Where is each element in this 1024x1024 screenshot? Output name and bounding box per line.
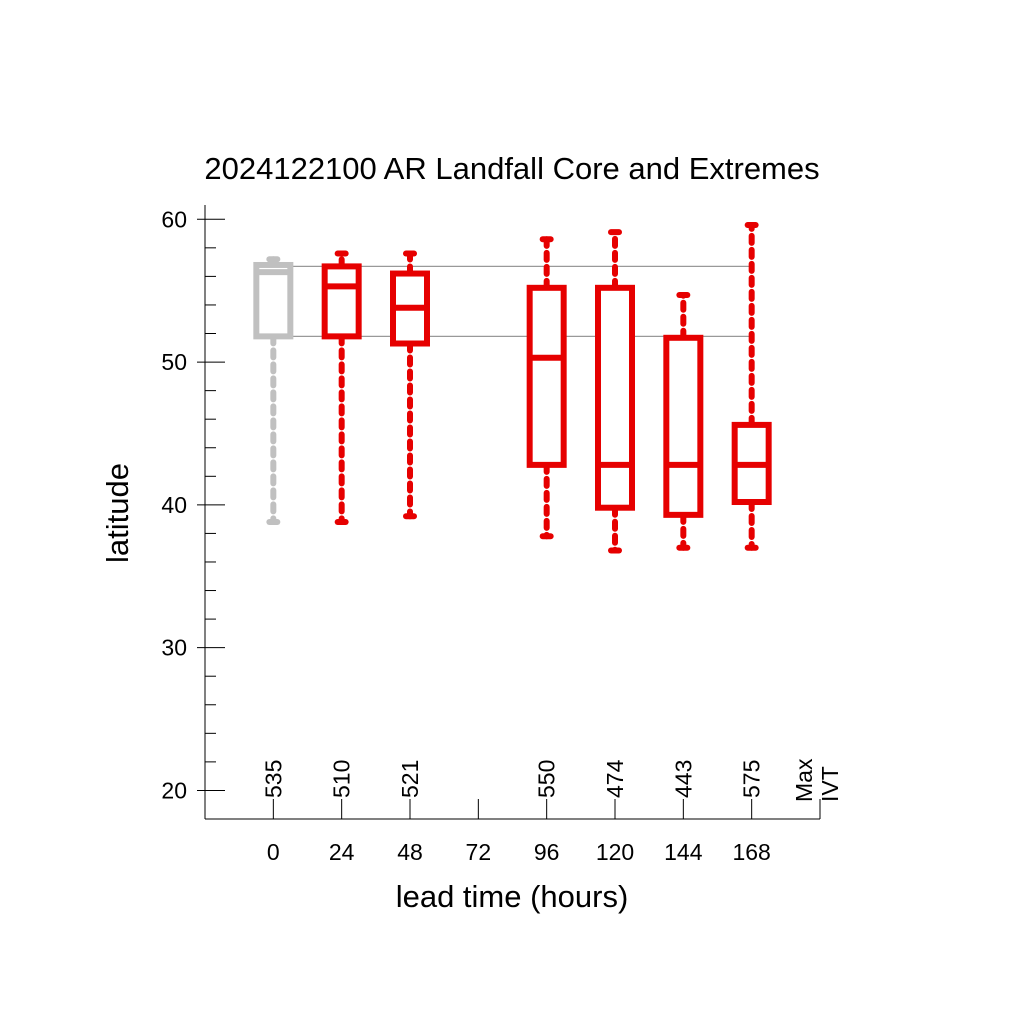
box-count-label: 510 bbox=[329, 760, 355, 798]
box-48: 521 bbox=[390, 250, 430, 798]
box-iqr bbox=[595, 284, 635, 511]
box-count-label: 474 bbox=[602, 759, 628, 798]
box-iqr bbox=[321, 263, 362, 340]
y-tick-label: 30 bbox=[161, 635, 187, 661]
x-tick-label: 96 bbox=[534, 839, 560, 865]
y-tick-label: 40 bbox=[161, 492, 187, 518]
x-tick-label: 0 bbox=[267, 839, 280, 865]
box-120: 474 bbox=[595, 229, 635, 798]
box-144: 443 bbox=[663, 291, 704, 798]
box-24: 510 bbox=[321, 250, 362, 798]
box-count-label: 521 bbox=[397, 760, 423, 798]
box-iqr bbox=[663, 334, 704, 518]
box-96: 550 bbox=[526, 236, 567, 798]
right-label-line-2: IVT bbox=[817, 766, 843, 802]
right-label-line-1: Max bbox=[791, 758, 817, 802]
box-count-label: 535 bbox=[260, 760, 286, 798]
x-tick-label: 72 bbox=[466, 839, 492, 865]
chart-title: 2024122100 AR Landfall Core and Extremes bbox=[204, 151, 819, 186]
x-tick-label: 24 bbox=[329, 839, 355, 865]
x-tick-label: 120 bbox=[596, 839, 634, 865]
x-tick-label: 48 bbox=[397, 839, 423, 865]
box-iqr bbox=[253, 261, 294, 340]
y-tick-label: 50 bbox=[161, 349, 187, 375]
plot-area: 20 30 40 50 60 0 24 48 72 96 120 144 168 535 510 521 550… bbox=[161, 205, 843, 865]
x-tick-label: 144 bbox=[664, 839, 703, 865]
box-0: 535 bbox=[253, 256, 294, 798]
x-tick-label: 168 bbox=[732, 839, 770, 865]
y-tick-label: 60 bbox=[161, 206, 187, 232]
box-count-label: 550 bbox=[534, 760, 560, 798]
x-axis-label: lead time (hours) bbox=[396, 879, 629, 914]
box-count-label: 575 bbox=[739, 760, 765, 798]
box-count-label: 443 bbox=[670, 760, 696, 798]
y-axis-label: latitude bbox=[100, 463, 135, 563]
box-168: 575 bbox=[731, 221, 772, 798]
box-iqr bbox=[526, 284, 567, 468]
y-tick-label: 20 bbox=[161, 777, 187, 803]
